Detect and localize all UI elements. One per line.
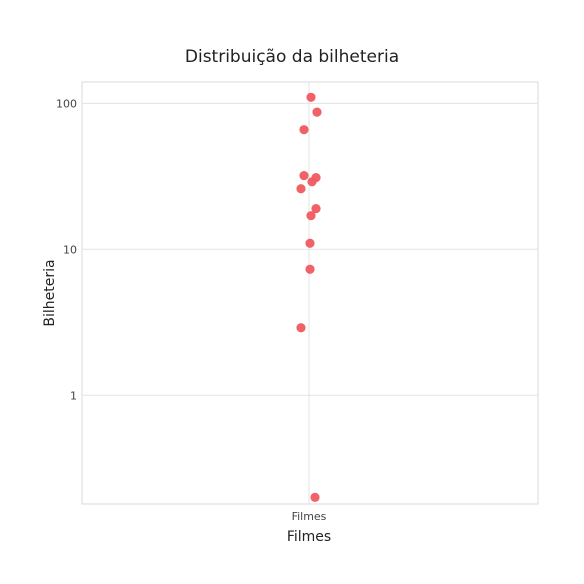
data-point: [311, 204, 321, 214]
data-points: [296, 92, 322, 502]
grid-lines: [82, 82, 538, 504]
y-axis-title: Bilheteria: [42, 259, 58, 326]
x-axis-title: Filmes: [287, 529, 331, 545]
axis-ticks: 1 10 100 Filmes: [56, 97, 327, 523]
data-point: [306, 92, 316, 102]
data-point: [296, 323, 306, 333]
y-tick-label: 10: [63, 243, 77, 256]
data-point: [296, 184, 306, 194]
data-point: [305, 264, 315, 274]
x-tick-label: Filmes: [292, 510, 327, 523]
data-point: [299, 125, 309, 135]
y-tick-label: 1: [70, 389, 77, 402]
data-point: [307, 177, 317, 187]
chart-title: Distribuição da bilheteria: [185, 47, 399, 67]
data-point: [299, 170, 309, 181]
data-point: [310, 492, 320, 502]
data-point: [306, 211, 316, 221]
data-point: [312, 107, 322, 117]
y-tick-label: 100: [56, 97, 77, 110]
plot-area: [81, 81, 539, 505]
data-point: [305, 238, 315, 248]
